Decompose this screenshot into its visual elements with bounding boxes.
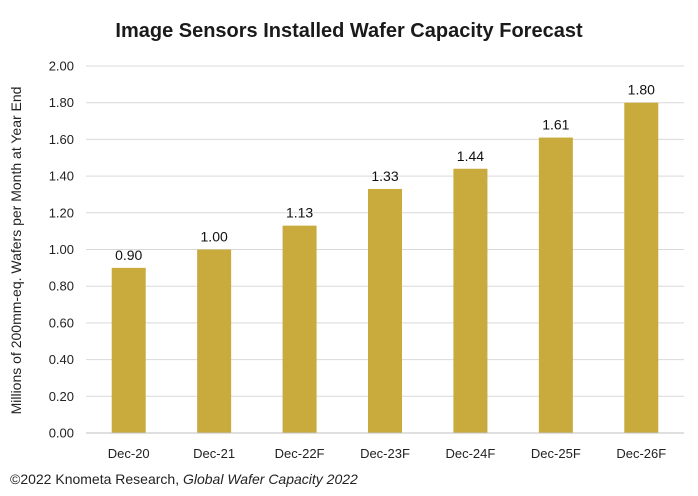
data-labels: 0.90 1.00 1.13 1.33 1.44 1.61 1.80 (115, 82, 655, 263)
x-tick-label: Dec-23F (360, 446, 410, 461)
bar-dec-26f (624, 102, 659, 433)
bar-dec-24f (453, 168, 488, 433)
bar-dec-21 (197, 249, 232, 433)
y-tick-label: 0.80 (49, 279, 74, 294)
x-tick-label: Dec-22F (275, 446, 325, 461)
bar-dec-23f (368, 188, 402, 433)
y-tick-label: 0.20 (49, 389, 74, 404)
data-label: 1.44 (457, 148, 484, 164)
data-label: 1.00 (201, 229, 228, 245)
x-tick-label: Dec-20 (108, 446, 150, 461)
y-tick-label: 1.00 (49, 242, 74, 257)
data-label: 0.90 (115, 247, 142, 263)
y-tick-label: 1.80 (49, 95, 74, 110)
y-tick-label: 0.00 (49, 426, 74, 441)
y-tick-label: 1.40 (49, 169, 74, 184)
data-label: 1.80 (628, 82, 655, 98)
x-axis-ticks: Dec-20 Dec-21 Dec-22F Dec-23F Dec-24F Dec-25F… (108, 446, 667, 461)
bar-dec-20 (111, 267, 146, 433)
x-tick-label: Dec-21 (193, 446, 235, 461)
y-tick-label: 2.00 (49, 59, 74, 74)
x-tick-label: Dec-24F (445, 446, 495, 461)
source-publication: Global Wafer Capacity 2022 (182, 471, 358, 487)
bars (111, 102, 659, 433)
bar-dec-22f (282, 225, 317, 433)
y-tick-label: 0.60 (49, 315, 74, 330)
chart-title: Image Sensors Installed Wafer Capacity F… (115, 20, 583, 42)
y-tick-label: 1.60 (49, 132, 74, 147)
data-label: 1.33 (371, 168, 398, 184)
y-tick-label: 1.20 (49, 205, 74, 220)
x-tick-label: Dec-25F (531, 446, 581, 461)
data-label: 1.13 (286, 205, 313, 221)
x-tick-label: Dec-26F (616, 446, 666, 461)
source-credit: ©2022 Knometa Research, Global Wafer Cap… (10, 471, 358, 487)
bar-chart: 0.00 0.20 0.40 0.60 0.80 1.00 1.20 1.40 1.60 1.80… (8, 59, 684, 461)
y-axis-title: Millions of 200mm-eq. Wafers per Month a… (8, 87, 24, 415)
bar-dec-25f (538, 137, 573, 433)
source-prefix: ©2022 Knometa Research, (10, 471, 183, 487)
y-tick-label: 0.40 (49, 352, 74, 367)
data-label: 1.61 (542, 117, 569, 133)
y-axis-ticks: 0.00 0.20 0.40 0.60 0.80 1.00 1.20 1.40 1.60 1.80… (49, 59, 74, 441)
